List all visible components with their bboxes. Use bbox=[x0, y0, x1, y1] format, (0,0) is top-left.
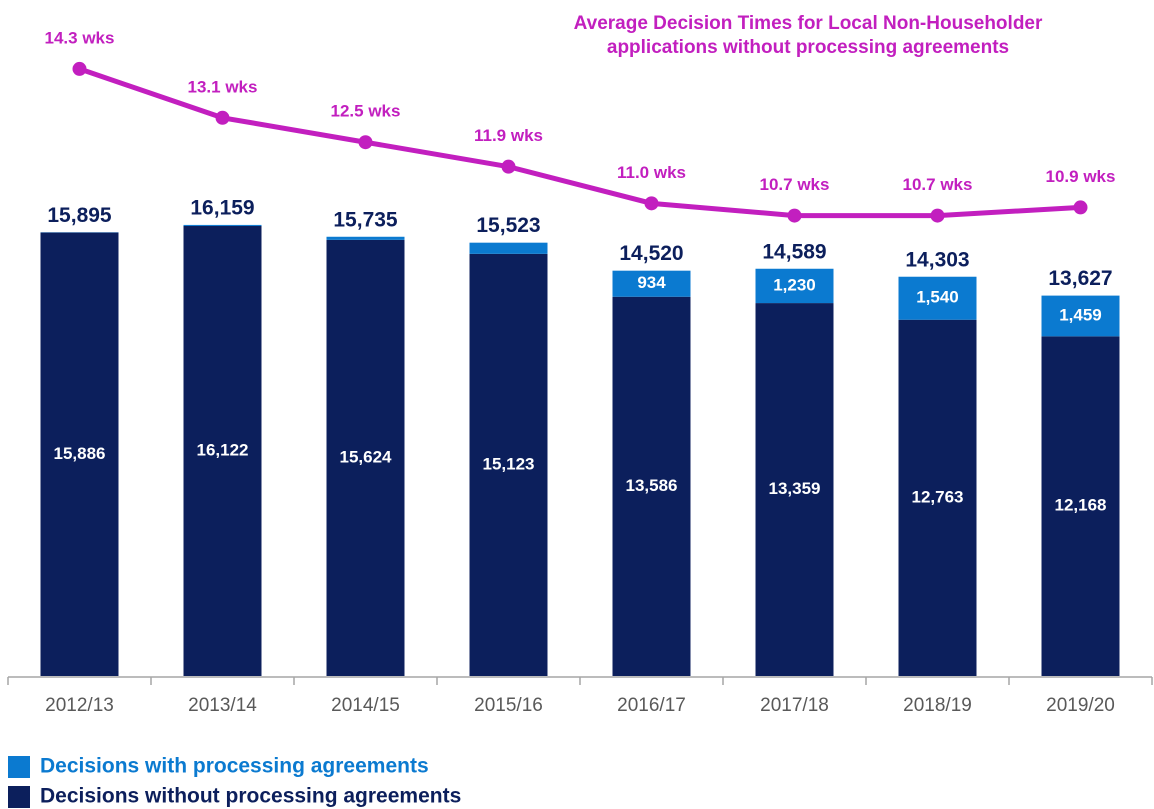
legend-swatch bbox=[8, 786, 30, 808]
x-tick-label: 2012/13 bbox=[45, 695, 114, 716]
line-point bbox=[930, 208, 945, 223]
line-label: 10.7 wks bbox=[903, 175, 973, 194]
line-label: 11.9 wks bbox=[474, 126, 543, 145]
line-label: 10.9 wks bbox=[1046, 167, 1116, 186]
legend-label: Decisions with processing agreements bbox=[40, 755, 429, 778]
data-label: 1,230 bbox=[773, 275, 816, 294]
bar-segment bbox=[612, 270, 691, 297]
data-label: 16,122 bbox=[197, 440, 249, 459]
x-tick-label: 2017/18 bbox=[760, 695, 829, 716]
bar-segment bbox=[898, 319, 977, 676]
bar-segment bbox=[183, 225, 262, 676]
line bbox=[78, 66, 1081, 219]
bar-segment bbox=[40, 232, 119, 676]
data-label: 1,540 bbox=[916, 288, 959, 307]
line-label: 10.7 wks bbox=[760, 175, 830, 194]
bar-segment bbox=[326, 236, 405, 240]
line-point bbox=[501, 159, 516, 174]
legend-swatch bbox=[8, 756, 30, 778]
data-label: 13,359 bbox=[769, 479, 821, 498]
data-label: 15,624 bbox=[340, 447, 393, 466]
data-label: 15,123 bbox=[483, 454, 535, 473]
data-label: 1,459 bbox=[1059, 305, 1102, 324]
chart-title: applications without processing agreemen… bbox=[607, 37, 1009, 58]
x-tick-label: 2014/15 bbox=[331, 695, 400, 716]
data-label: 13,586 bbox=[626, 476, 678, 495]
bar-segment bbox=[469, 253, 548, 676]
line-label: 13.1 wks bbox=[188, 77, 258, 96]
line-label: 12.5 wks bbox=[331, 102, 401, 121]
line-label: 14.3 wks bbox=[45, 28, 115, 47]
total-label: 16,159 bbox=[190, 196, 254, 219]
bar-segment bbox=[755, 268, 834, 304]
bar-segment bbox=[183, 224, 262, 226]
bar-segment bbox=[755, 303, 834, 676]
data-label: 15,886 bbox=[54, 444, 106, 463]
line-point bbox=[1073, 200, 1088, 215]
x-tick-label: 2015/16 bbox=[474, 695, 543, 716]
line-point bbox=[644, 196, 659, 211]
x-tick-label: 2018/19 bbox=[903, 695, 972, 716]
bar-segment bbox=[469, 242, 548, 254]
bar-segment bbox=[898, 276, 977, 320]
line-point bbox=[787, 208, 802, 223]
legend-label: Decisions without processing agreements bbox=[40, 785, 461, 808]
line-label: 11.0 wks bbox=[617, 163, 686, 182]
x-tick-label: 2013/14 bbox=[188, 695, 257, 716]
total-label: 15,523 bbox=[476, 214, 540, 237]
bar-segment bbox=[1041, 295, 1120, 337]
total-label: 15,735 bbox=[333, 208, 398, 231]
total-label: 14,303 bbox=[905, 248, 969, 271]
line-point bbox=[215, 110, 230, 125]
x-tick-label: 2019/20 bbox=[1046, 695, 1115, 716]
data-label: 934 bbox=[637, 273, 666, 292]
total-label: 13,627 bbox=[1048, 267, 1112, 290]
data-label: 12,763 bbox=[912, 487, 964, 506]
total-label: 15,895 bbox=[47, 204, 112, 227]
line-point bbox=[358, 135, 373, 150]
bar-segment bbox=[326, 239, 405, 676]
total-label: 14,520 bbox=[619, 242, 683, 265]
total-label: 14,589 bbox=[762, 240, 826, 263]
chart-title: Average Decision Times for Local Non-Hou… bbox=[574, 13, 1043, 34]
bar-segment bbox=[1041, 336, 1120, 676]
bar-segment bbox=[612, 296, 691, 676]
line-point bbox=[72, 61, 87, 76]
data-label: 12,168 bbox=[1055, 496, 1107, 515]
x-tick-label: 2016/17 bbox=[617, 695, 686, 716]
